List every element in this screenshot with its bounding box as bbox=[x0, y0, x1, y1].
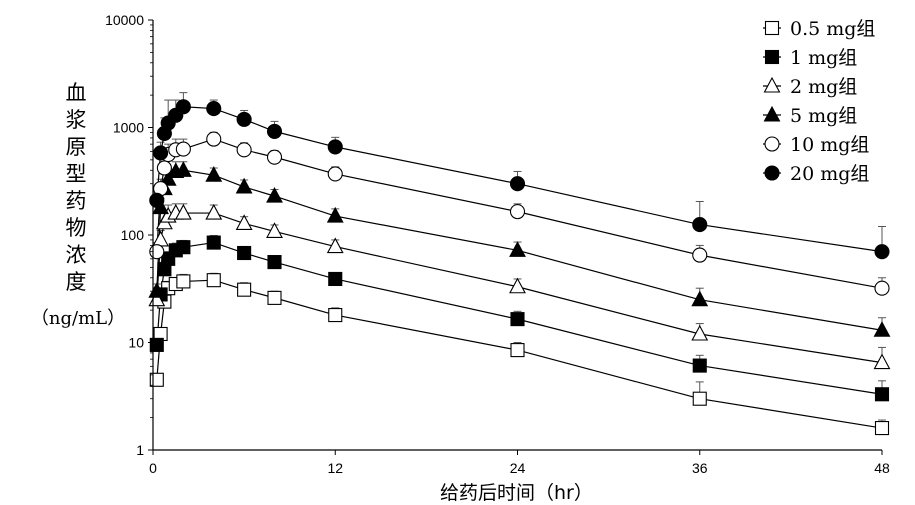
data-point bbox=[267, 290, 282, 305]
y-tick-label: 10 bbox=[128, 335, 144, 351]
data-point bbox=[206, 235, 221, 250]
data-point bbox=[206, 101, 222, 117]
data-point bbox=[509, 204, 526, 220]
data-point bbox=[692, 391, 707, 406]
data-point bbox=[266, 149, 283, 165]
legend-marker bbox=[764, 20, 780, 36]
y-tick-label: 1000 bbox=[113, 120, 144, 136]
data-point bbox=[149, 192, 165, 208]
y-axis-label: 血浆原型药物浓度 （ng/mL） bbox=[28, 80, 128, 329]
x-tick-label: 48 bbox=[874, 460, 890, 476]
data-point bbox=[509, 176, 526, 192]
data-point bbox=[267, 255, 282, 270]
series-lines bbox=[156, 106, 883, 429]
data-point bbox=[205, 166, 223, 182]
data-point bbox=[159, 170, 177, 186]
data-point bbox=[874, 280, 890, 296]
data-point bbox=[874, 244, 890, 260]
data-point bbox=[327, 139, 343, 155]
legend-marker bbox=[763, 105, 781, 122]
data-point bbox=[266, 222, 283, 238]
data-point bbox=[328, 271, 343, 287]
legend-label: 20 mg组 bbox=[790, 163, 869, 185]
data-point bbox=[509, 241, 526, 257]
x-tick-label: 36 bbox=[692, 460, 708, 476]
legend-label: 2 mg组 bbox=[790, 76, 857, 98]
data-point bbox=[237, 282, 252, 297]
data-point bbox=[692, 358, 707, 373]
data-point bbox=[509, 277, 526, 294]
data-point bbox=[175, 141, 191, 157]
data-point bbox=[174, 161, 192, 177]
legend-label: 10 mg组 bbox=[790, 134, 869, 156]
data-point bbox=[510, 343, 525, 358]
data-point bbox=[176, 274, 191, 289]
data-point bbox=[236, 142, 252, 158]
data-point bbox=[235, 177, 253, 194]
data-point bbox=[156, 160, 172, 176]
data-point bbox=[692, 217, 708, 233]
x-tick-label: 24 bbox=[510, 460, 526, 476]
x-tick-label: 0 bbox=[149, 460, 157, 476]
data-point bbox=[236, 111, 252, 127]
data-point bbox=[152, 230, 170, 247]
data-point bbox=[206, 273, 221, 288]
legend-marker bbox=[764, 136, 780, 152]
data-point bbox=[149, 337, 164, 352]
data-point bbox=[237, 245, 252, 261]
legend: 0.5 mg组 1 mg组 2 mg组 5 mg组 10 mg组 20 mg组 bbox=[763, 18, 875, 185]
legend-label: 5 mg组 bbox=[790, 105, 857, 127]
legend-marker bbox=[763, 76, 781, 93]
data-point bbox=[874, 421, 890, 436]
data-point bbox=[873, 353, 891, 370]
data-point bbox=[692, 247, 708, 263]
x-tick-label: 12 bbox=[327, 460, 343, 476]
data-point bbox=[266, 186, 283, 203]
data-point bbox=[873, 321, 891, 337]
data-point bbox=[327, 166, 343, 182]
legend-marker bbox=[764, 49, 780, 65]
y-tick-label: 10000 bbox=[105, 12, 144, 28]
data-point bbox=[175, 99, 191, 115]
data-point bbox=[153, 145, 169, 161]
axes: 1 10 100 1000 10000 0 12 24 36 48 bbox=[105, 12, 890, 476]
x-axis-label: 给药后时间（hr） bbox=[440, 482, 593, 504]
data-point bbox=[691, 290, 709, 307]
data-point bbox=[176, 240, 191, 255]
data-point bbox=[174, 203, 192, 220]
data-point bbox=[235, 214, 253, 231]
legend-label: 1 mg组 bbox=[790, 47, 857, 69]
y-axis-title: 血浆原型药物浓度 bbox=[65, 81, 87, 294]
y-tick-label: 100 bbox=[121, 227, 145, 243]
y-tick-label: 1 bbox=[136, 442, 144, 458]
data-point bbox=[328, 308, 343, 323]
data-point bbox=[206, 131, 222, 147]
legend-marker bbox=[764, 165, 780, 181]
series-markers bbox=[148, 99, 891, 436]
data-point bbox=[326, 237, 344, 254]
y-axis-unit: （ng/mL） bbox=[30, 308, 126, 329]
data-point bbox=[874, 387, 890, 402]
data-point bbox=[205, 203, 223, 220]
legend-label: 0.5 mg组 bbox=[790, 18, 875, 40]
data-point bbox=[510, 312, 525, 327]
data-point bbox=[266, 123, 283, 139]
data-point bbox=[691, 324, 709, 341]
data-point bbox=[326, 206, 344, 223]
